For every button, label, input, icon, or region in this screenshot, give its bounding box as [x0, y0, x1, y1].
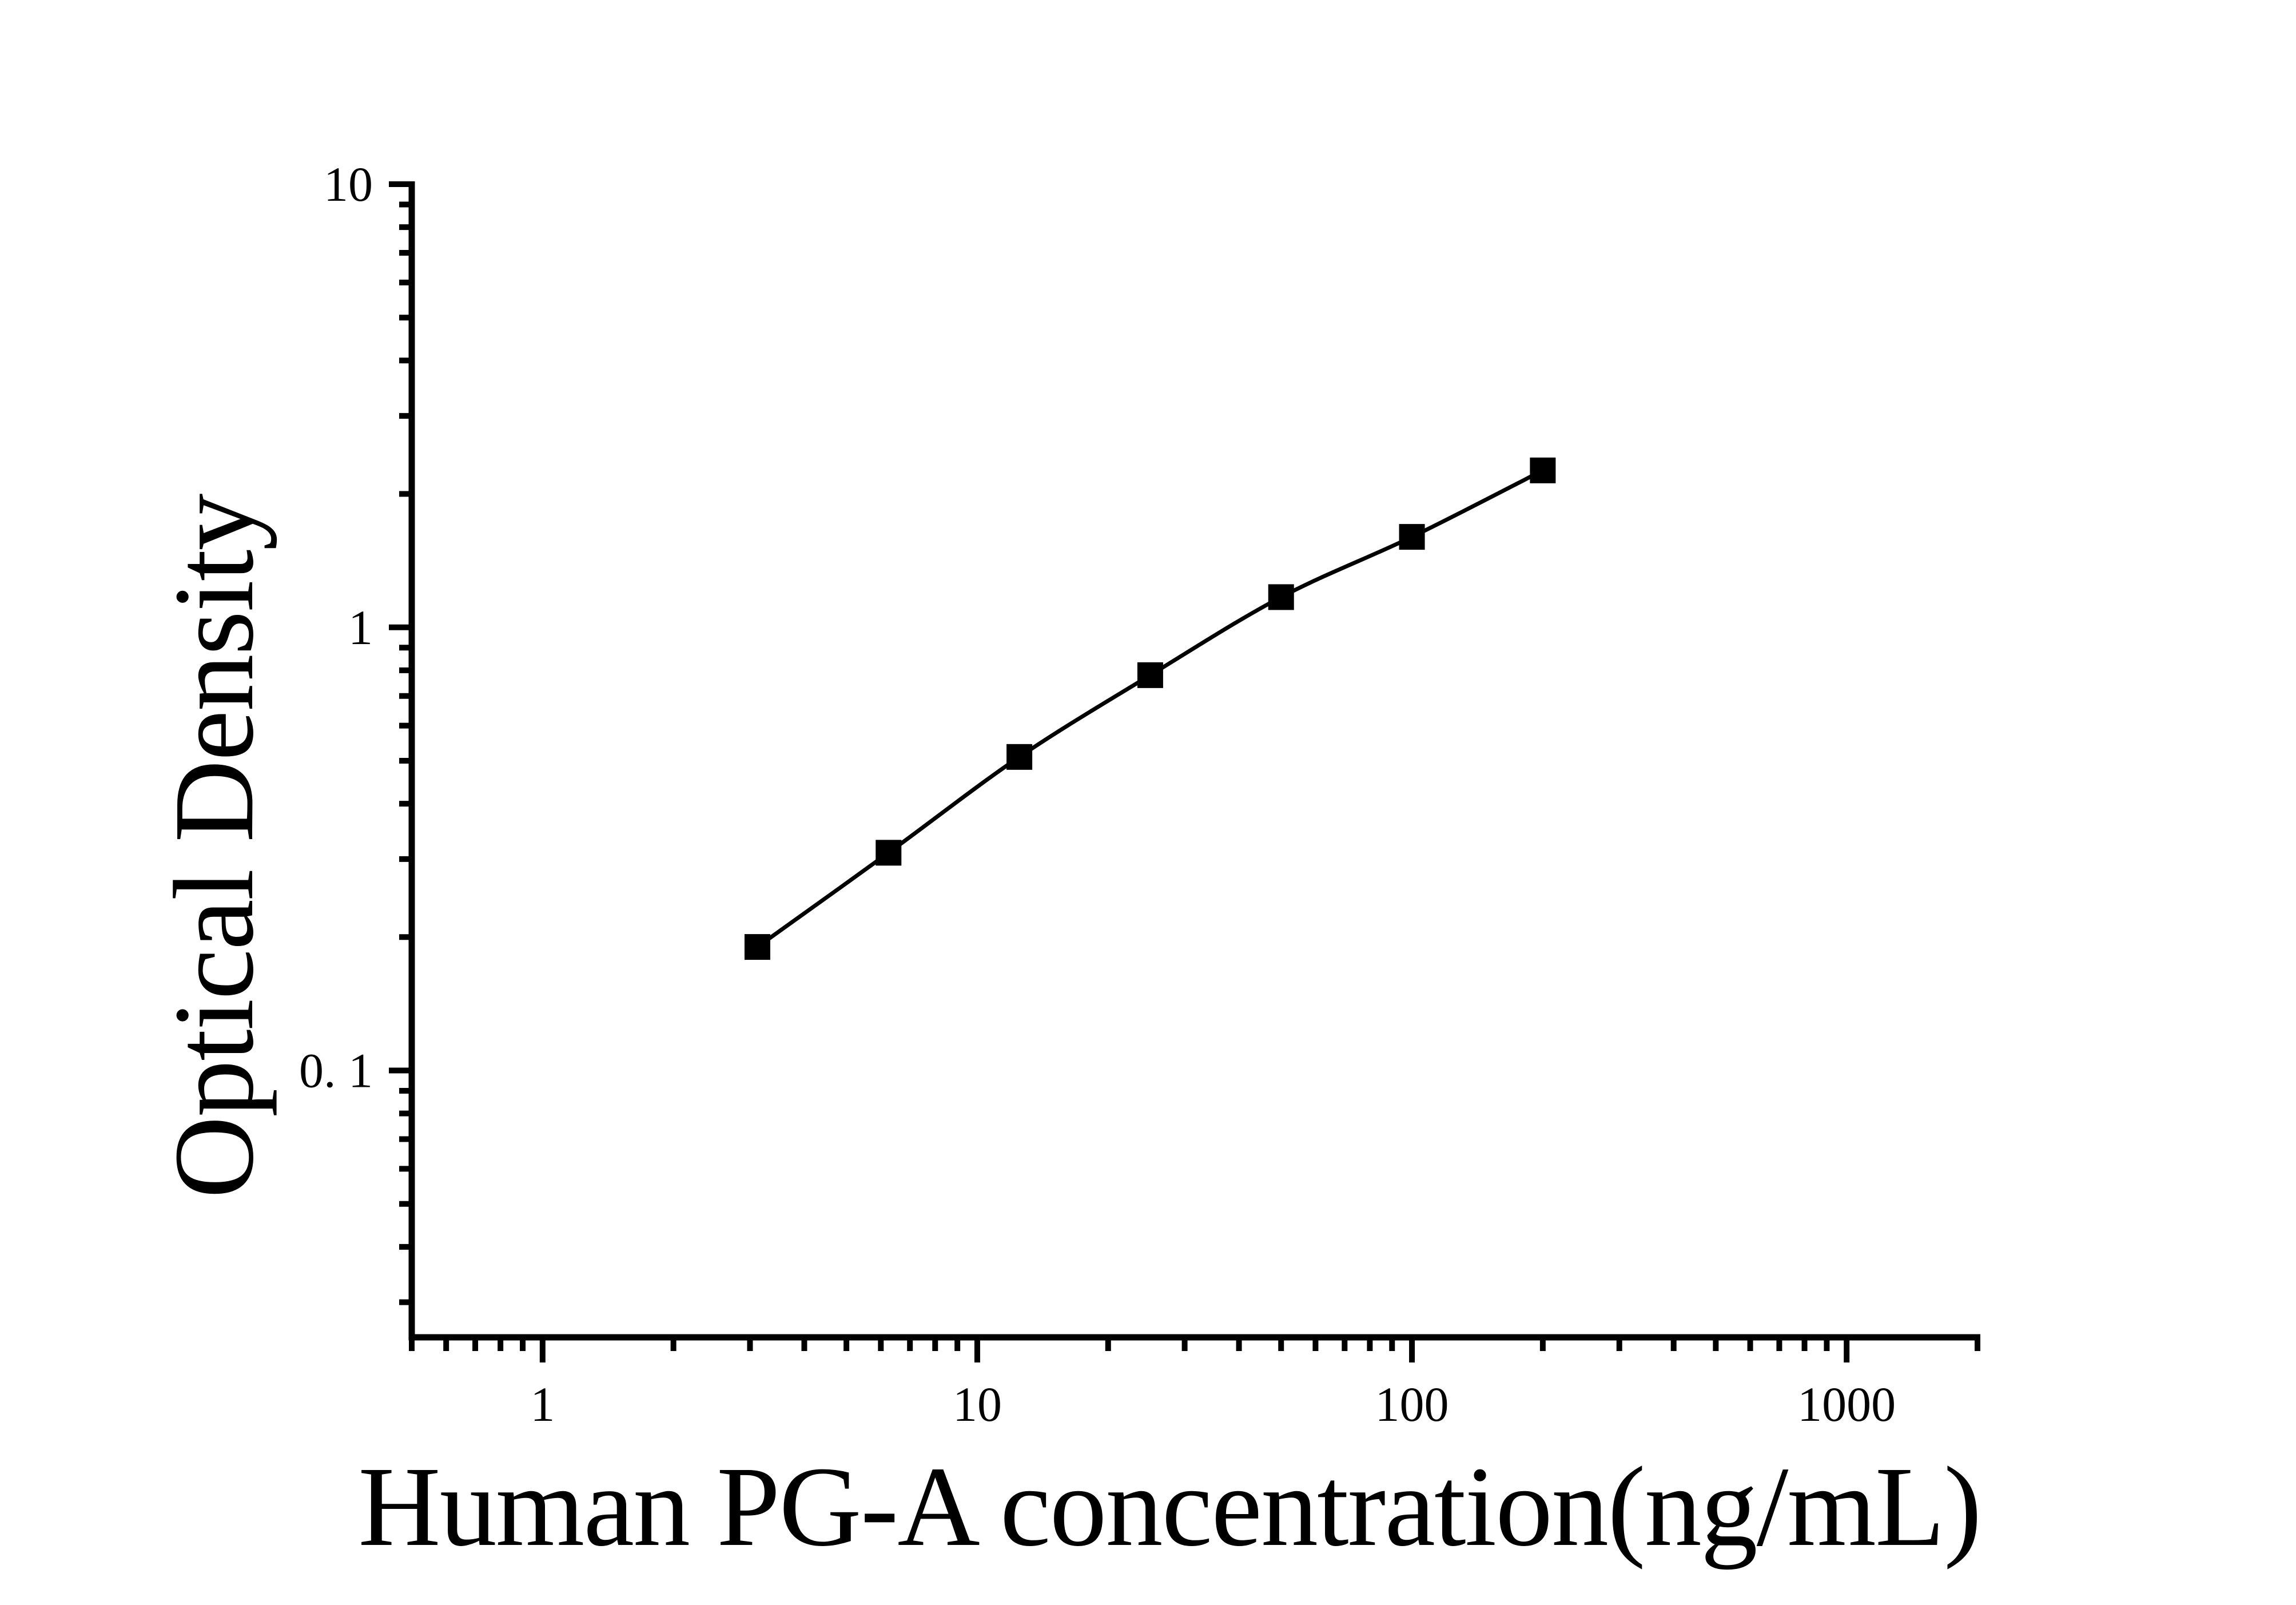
y-axis-title: Optical Density — [151, 494, 277, 1199]
x-tick-label: 10 — [953, 1377, 1002, 1432]
data-point-marker — [1006, 744, 1033, 770]
x-tick-label: 1000 — [1797, 1377, 1896, 1432]
x-tick-label: 1 — [530, 1377, 555, 1432]
data-point-marker — [1268, 584, 1294, 610]
data-point-marker — [1399, 524, 1425, 550]
y-tick-label: 10 — [324, 157, 373, 212]
standard-curve-line — [756, 468, 1544, 949]
data-point-marker — [1137, 662, 1163, 688]
data-point-marker — [744, 934, 770, 960]
y-tick-label: 0. 1 — [299, 1043, 373, 1098]
data-point-marker — [1530, 457, 1556, 483]
x-tick-label: 100 — [1375, 1377, 1449, 1432]
data-point-marker — [876, 840, 902, 866]
x-axis-title: Human PG-A concentration(ng/mL) — [358, 1444, 1981, 1570]
y-tick-label: 1 — [348, 600, 373, 655]
